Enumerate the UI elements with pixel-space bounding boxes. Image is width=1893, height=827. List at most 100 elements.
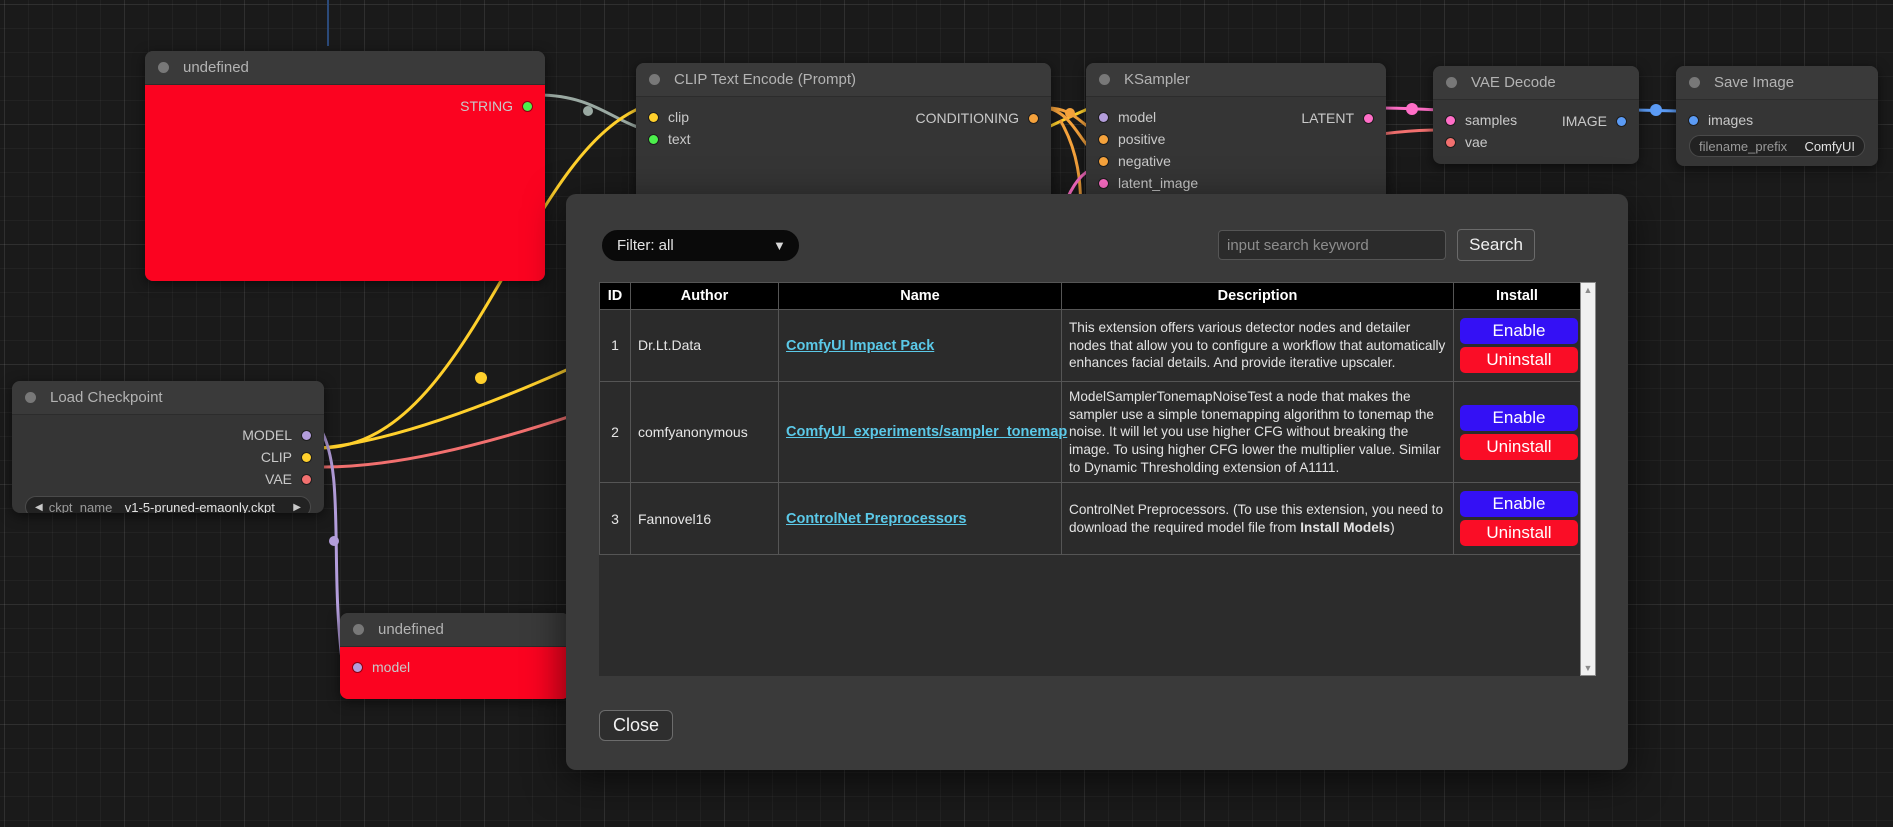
node-title[interactable]: Load Checkpoint [12, 381, 324, 415]
port-latent-image[interactable] [1099, 178, 1108, 188]
extensions-table-scroll[interactable]: ID Author Name Description Install 1 Dr.L… [599, 282, 1580, 676]
enable-button[interactable]: Enable [1460, 491, 1578, 518]
widget-value[interactable]: ComfyUI [1804, 138, 1855, 154]
node-title[interactable]: KSampler [1086, 63, 1386, 97]
column-header-id: ID [599, 282, 631, 310]
port-model[interactable] [1099, 112, 1108, 122]
node-body: MODEL CLIP VAE ◀ ckpt_name v1-5-pruned-e… [12, 415, 324, 513]
dialog-toolbar: Filter: allFilter: installedFilter: not-… [566, 229, 1628, 272]
port-images[interactable] [1689, 115, 1698, 125]
port-positive[interactable] [1099, 134, 1108, 144]
input-label: samples [1465, 112, 1518, 128]
output-label: IMAGE [1561, 113, 1607, 129]
input-label: positive [1118, 131, 1166, 147]
collapse-icon[interactable] [649, 74, 660, 85]
node-load-checkpoint[interactable]: Load Checkpoint MODEL CLIP VAE ◀ ckpt_na… [12, 381, 324, 513]
collapse-icon[interactable] [25, 392, 36, 403]
node-output-clip[interactable]: CLIP [12, 447, 324, 467]
node-output-string[interactable]: STRING [145, 96, 545, 116]
node-body: clip text CONDITIONING [636, 97, 1051, 163]
scroll-up-icon[interactable]: ▲ [1583, 285, 1593, 295]
extension-link[interactable]: ComfyUI Impact Pack [786, 337, 935, 354]
node-input-positive[interactable]: positive [1086, 129, 1386, 149]
uninstall-button[interactable]: Uninstall [1460, 433, 1578, 460]
port-conditioning[interactable] [1029, 113, 1038, 123]
cell-name: ComfyUI_experiments/sampler_tonemap [778, 380, 1067, 484]
port-model-in[interactable] [353, 662, 362, 672]
output-label: CONDITIONING [915, 110, 1019, 126]
cell-install: Enable Uninstall [1453, 309, 1580, 382]
node-title[interactable]: Save Image [1676, 66, 1878, 100]
node-output-image[interactable]: IMAGE [1433, 111, 1639, 131]
port-image[interactable] [1617, 116, 1626, 126]
node-title[interactable]: VAE Decode [1433, 66, 1639, 100]
port-clip[interactable] [649, 112, 658, 122]
node-input-text[interactable]: text [636, 129, 1051, 149]
port-string[interactable] [523, 101, 532, 111]
node-title[interactable]: CLIP Text Encode (Prompt) [636, 63, 1051, 97]
column-header-author: Author [630, 282, 779, 310]
node-save-image[interactable]: Save Image images filename_prefix ComfyU… [1676, 66, 1878, 166]
input-label: negative [1118, 153, 1171, 169]
column-header-install: Install [1453, 282, 1580, 310]
port-samples[interactable] [1446, 115, 1455, 125]
extensions-table-wrapper: ID Author Name Description Install 1 Dr.L… [599, 282, 1596, 676]
node-input-model2[interactable]: model [340, 657, 570, 677]
input-label: model [372, 659, 411, 675]
node-input-clip[interactable]: clip [636, 107, 1051, 127]
close-button[interactable]: Close [599, 710, 674, 741]
port-model-out[interactable] [302, 430, 311, 440]
table-scrollbar[interactable]: ▲ ▼ [1580, 282, 1596, 676]
extension-link[interactable]: ControlNet Preprocessors [786, 510, 967, 527]
collapse-icon[interactable] [353, 624, 364, 635]
collapse-icon[interactable] [158, 62, 169, 73]
node-undefined-string[interactable]: undefined STRING [145, 51, 545, 281]
collapse-icon[interactable] [1689, 77, 1700, 88]
node-title[interactable]: undefined [145, 51, 545, 85]
enable-button[interactable]: Enable [1460, 318, 1578, 344]
column-header-name: Name [778, 282, 1062, 310]
node-clip-text-encode[interactable]: CLIP Text Encode (Prompt) clip text COND… [636, 63, 1051, 203]
port-clip-out[interactable] [302, 452, 311, 462]
node-vae-decode[interactable]: VAE Decode samples vae IMAGE [1433, 66, 1639, 164]
input-label: clip [668, 109, 690, 125]
enable-button[interactable]: Enable [1460, 404, 1578, 431]
widget-name: filename_prefix [1699, 138, 1788, 154]
extension-link[interactable]: ComfyUI_experiments/sampler_tonemap [786, 424, 1068, 441]
cell-id: 1 [599, 309, 631, 382]
node-undefined-model[interactable]: undefined model [340, 613, 570, 699]
filter-select[interactable]: Filter: allFilter: installedFilter: not-… [602, 230, 799, 261]
increment-icon[interactable]: ▶ [293, 501, 301, 513]
scroll-down-icon[interactable]: ▼ [1583, 663, 1593, 673]
node-title-label: VAE Decode [1471, 74, 1556, 91]
collapse-icon[interactable] [1099, 74, 1110, 85]
decrement-icon[interactable]: ◀ [35, 501, 43, 513]
node-output-model[interactable]: MODEL [12, 425, 324, 445]
widget-value[interactable]: v1-5-pruned-emaonly.ckpt [124, 499, 275, 514]
node-output-latent[interactable]: LATENT [1086, 108, 1386, 128]
node-title[interactable]: undefined [340, 613, 570, 647]
table-header-row: ID Author Name Description Install [599, 282, 1580, 310]
node-output-conditioning[interactable]: CONDITIONING [636, 108, 1051, 128]
collapse-icon[interactable] [1446, 77, 1457, 88]
port-latent[interactable] [1364, 113, 1373, 123]
node-output-vae[interactable]: VAE [12, 469, 324, 489]
node-input-images[interactable]: images [1676, 110, 1878, 130]
widget-ckpt-name[interactable]: ◀ ckpt_name v1-5-pruned-emaonly.ckpt ▶ [25, 496, 311, 513]
node-input-samples[interactable]: samples [1433, 110, 1639, 130]
search-button[interactable]: Search [1457, 229, 1535, 261]
port-text[interactable] [649, 134, 658, 144]
port-negative[interactable] [1099, 156, 1108, 166]
widget-filename-prefix[interactable]: filename_prefix ComfyUI [1689, 135, 1865, 157]
node-input-vae[interactable]: vae [1433, 132, 1639, 152]
search-input[interactable] [1218, 230, 1446, 260]
cell-id: 3 [599, 482, 631, 556]
port-vae-out[interactable] [302, 474, 311, 484]
node-input-latent-image[interactable]: latent_image [1086, 173, 1386, 193]
port-vae[interactable] [1446, 137, 1455, 147]
uninstall-button[interactable]: Uninstall [1460, 520, 1578, 547]
node-input-negative[interactable]: negative [1086, 151, 1386, 171]
node-ksampler[interactable]: KSampler model positive negative latent_… [1086, 63, 1386, 203]
uninstall-button[interactable]: Uninstall [1460, 347, 1578, 373]
node-input-model[interactable]: model [1086, 107, 1386, 127]
